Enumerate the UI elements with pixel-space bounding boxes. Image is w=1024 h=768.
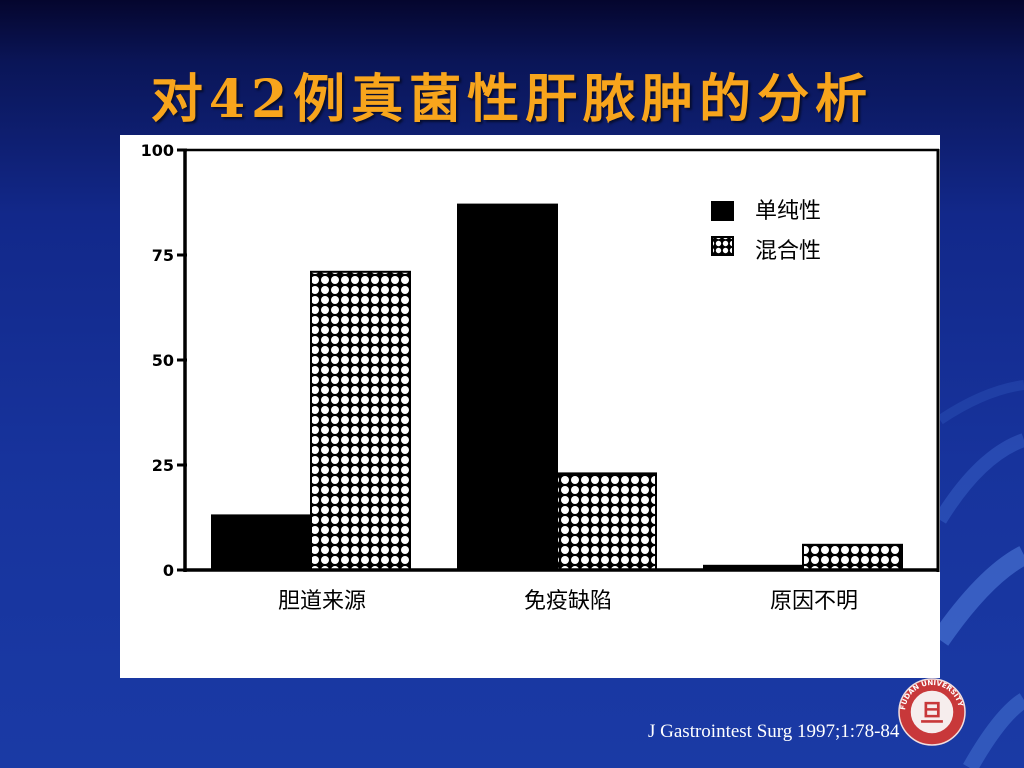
- university-seal-icon: FUDAN UNIVERSITY 旦: [898, 678, 966, 746]
- x-tick-label-0: 胆道来源: [278, 589, 366, 614]
- chart-bar-0-0: [211, 514, 312, 571]
- seal-inner-disc: [909, 689, 955, 735]
- legend-label-0: 单纯性: [755, 199, 821, 224]
- slide-title: 对42例真菌性肝脓肿的分析: [150, 69, 874, 130]
- chart-panel: 0 25 50 75 100 胆道来源 免疫缺陷 原因不明 单纯性混合性: [120, 135, 940, 678]
- legend-swatch-0: [711, 201, 734, 221]
- y-tick-label-1: 25: [152, 456, 174, 475]
- background-swoosh-3: [937, 380, 1024, 425]
- legend-label-1: 混合性: [755, 239, 821, 264]
- legend-swatch-1: [711, 236, 734, 256]
- plot-axes: [183, 148, 940, 572]
- x-tick-label-2: 原因不明: [770, 589, 858, 614]
- background-swoosh-2: [934, 433, 1024, 524]
- y-tick-label-3: 75: [152, 246, 174, 265]
- x-tick-label-1: 免疫缺陷: [524, 589, 612, 614]
- y-tick-label-0: 0: [163, 561, 174, 580]
- y-tick-label-2: 50: [152, 351, 174, 370]
- chart-bar-0-1: [457, 203, 558, 571]
- citation: J Gastrointest Surg 1997;1:78-84: [648, 721, 900, 742]
- chart-bar-1-0: [310, 270, 411, 572]
- y-tick-label-4: 100: [141, 141, 174, 160]
- chart-bar-1-2: [802, 543, 903, 571]
- seal-center-glyph: 旦: [920, 698, 944, 727]
- background-swoosh-1: [931, 546, 1024, 646]
- chart-bar-1-1: [556, 472, 657, 571]
- background-swoosh-4: [963, 693, 1024, 768]
